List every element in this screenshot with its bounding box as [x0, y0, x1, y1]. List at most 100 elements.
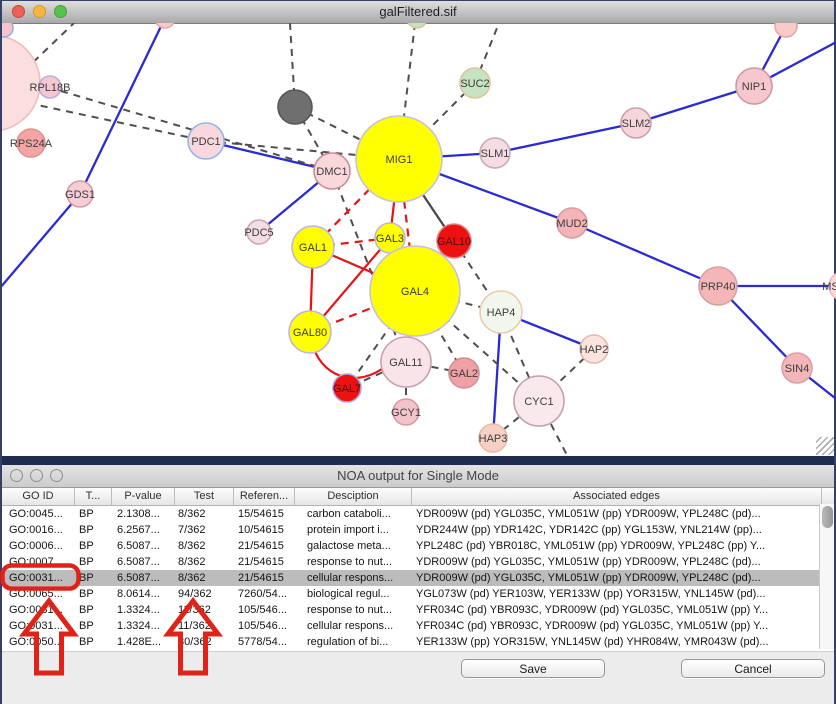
- node-GAL80[interactable]: [288, 310, 332, 354]
- cell: 1.3324...: [117, 620, 160, 632]
- close-button[interactable]: [12, 5, 25, 18]
- cancel-button[interactable]: Cancel: [681, 659, 825, 678]
- table-row-7[interactable]: GO:0031... BP 1.3324... 11/362 105/546... res…: [2, 602, 834, 618]
- noa-window-titlebar[interactable]: NOA output for Single Mode: [2, 465, 834, 488]
- node-SLM2[interactable]: [620, 107, 652, 139]
- cell: BP: [79, 540, 94, 552]
- table-row-4[interactable]: GO:0007... BP 6.5087... 8/362 21/54615 respon…: [2, 554, 834, 570]
- node-SIN4[interactable]: [781, 352, 813, 384]
- column-header-t-[interactable]: T...: [75, 488, 112, 505]
- cell: YFR034C (pd) YBR093C, YDR009W (pd) YGL03…: [416, 604, 769, 616]
- cell: 8/362: [178, 508, 206, 520]
- button-panel: Save Cancel: [2, 651, 834, 704]
- cell: BP: [79, 604, 94, 616]
- cell: GO:0065...: [9, 588, 63, 600]
- noa-window-title: NOA output for Single Mode: [337, 468, 499, 483]
- node-label-SUC2: SUC2: [460, 78, 489, 90]
- node-GAL7[interactable]: [332, 373, 362, 403]
- node-ne-pink[interactable]: [774, 23, 798, 38]
- cell: GO:0016...: [9, 524, 63, 536]
- table-row-2[interactable]: GO:0016... BP 6.2567... 7/362 10/54615 protei…: [2, 522, 834, 538]
- cell: 11/362: [178, 604, 211, 616]
- node-GAL1[interactable]: [291, 225, 335, 269]
- node-RPL18B[interactable]: [38, 75, 62, 99]
- cell: BP: [79, 572, 94, 584]
- cell: 6.5087...: [117, 540, 160, 552]
- node-label-GAL2: GAL2: [450, 368, 478, 380]
- column-header-test[interactable]: Test: [175, 488, 234, 505]
- vertical-scrollbar[interactable]: [819, 504, 834, 649]
- node-SUC2[interactable]: [459, 67, 491, 99]
- node-GAL4[interactable]: [369, 245, 461, 337]
- node-MSI[interactable]: [828, 272, 836, 300]
- cell: 7/362: [178, 524, 206, 536]
- cell: YFR034C (pd) YBR093C, YDR009W (pd) YGL03…: [416, 620, 769, 632]
- zoom-button[interactable]: [50, 469, 63, 482]
- node-label-PDC5: PDC5: [244, 227, 273, 239]
- node-PRP40[interactable]: [698, 266, 738, 306]
- node-PDC1[interactable]: [187, 122, 225, 160]
- node-GDS1[interactable]: [66, 180, 94, 208]
- minimize-button[interactable]: [30, 469, 43, 482]
- node-GAL11[interactable]: [380, 336, 432, 388]
- cell: 21/54615: [238, 556, 284, 568]
- cell: 1.3324...: [117, 604, 160, 616]
- edge-dash: [23, 23, 75, 72]
- node-top-green[interactable]: [407, 23, 427, 29]
- column-header-desciption[interactable]: Desciption: [295, 488, 412, 505]
- table-row-3[interactable]: GO:0006... BP 6.5087... 8/362 21/54615 galact…: [2, 538, 834, 554]
- node-GCY1[interactable]: [392, 398, 420, 426]
- zoom-button[interactable]: [54, 5, 67, 18]
- window-top-border: [2, 456, 834, 465]
- table-row-1[interactable]: GO:0045... BP 2.1308... 8/362 15/54615 carbon…: [2, 506, 834, 522]
- table-row-9[interactable]: GO:0050... BP 1.428E... 80/362 5778/54... reg…: [2, 634, 834, 650]
- column-header-p-value[interactable]: P-value: [112, 488, 175, 505]
- node-label-CYC1: CYC1: [524, 396, 553, 408]
- table-row-5-selected[interactable]: GO:0031... BP 6.5087... 8/362 21/54615 cellul…: [2, 570, 834, 586]
- cell: 105/546...: [238, 604, 287, 616]
- cell: YPL248C (pd) YBR018C, YML051W (pp) YDR00…: [416, 540, 766, 552]
- node-gray-node[interactable]: [277, 89, 313, 125]
- column-header-associated-edges[interactable]: Associated edges: [412, 488, 822, 505]
- node-top-pink[interactable]: [155, 23, 175, 29]
- cell: GO:0006...: [9, 540, 63, 552]
- node-HAP4[interactable]: [479, 290, 523, 334]
- cell: galactose meta...: [307, 540, 391, 552]
- node-GAL10[interactable]: [436, 223, 472, 259]
- node-label-SIN4: SIN4: [785, 363, 809, 375]
- node-MUD2[interactable]: [556, 207, 588, 239]
- node-MIG1[interactable]: [355, 115, 443, 203]
- edge-blue: [571, 221, 719, 288]
- cell: BP: [79, 556, 94, 568]
- cell: response to nut...: [307, 604, 392, 616]
- node-HAP3[interactable]: [478, 423, 508, 453]
- cell: 15/54615: [238, 508, 284, 520]
- column-header-referen-[interactable]: Referen...: [234, 488, 295, 505]
- graph-window-title: galFiltered.sif: [379, 4, 457, 19]
- table-row-6[interactable]: GO:0065... BP 8.0614... 94/362 7260/54... bio…: [2, 586, 834, 602]
- scrollbar-thumb[interactable]: [821, 506, 833, 528]
- node-HAP2[interactable]: [579, 334, 609, 364]
- node-NIP1[interactable]: [735, 67, 773, 105]
- minimize-button[interactable]: [33, 5, 46, 18]
- node-SLM1[interactable]: [479, 137, 511, 169]
- node-DMC1[interactable]: [313, 152, 351, 190]
- noa-output-window: NOA output for Single Mode GO ID T... P-va…: [0, 456, 836, 704]
- resize-grip[interactable]: [816, 437, 834, 455]
- graph-window-titlebar[interactable]: galFiltered.sif: [2, 1, 834, 24]
- cell: 10/54615: [238, 524, 284, 536]
- cell: YER133W (pp) YOR315W, YNL145W (pd) YHR08…: [416, 636, 769, 648]
- cell: 5778/54...: [238, 636, 287, 648]
- cell: GO:0050...: [9, 636, 63, 648]
- node-GAL2[interactable]: [448, 357, 480, 389]
- save-button[interactable]: Save: [461, 659, 605, 678]
- network-canvas[interactable]: RPL18B RPS24A GDS1 PDC1 DMC1 MIG1 SUC2 SLM1 SLM2…: [2, 23, 836, 457]
- node-PDC5[interactable]: [246, 219, 272, 245]
- node-corner-node[interactable]: [2, 23, 14, 38]
- column-header-go-id[interactable]: GO ID: [2, 488, 75, 505]
- table-header[interactable]: GO ID T... P-value Test Referen... Desciption…: [2, 488, 834, 506]
- close-button[interactable]: [10, 469, 23, 482]
- node-CYC1[interactable]: [513, 375, 565, 427]
- node-RPS24A[interactable]: [16, 128, 46, 158]
- table-row-8[interactable]: GO:0031... BP 1.3324... 11/362 105/546... cel…: [2, 618, 834, 634]
